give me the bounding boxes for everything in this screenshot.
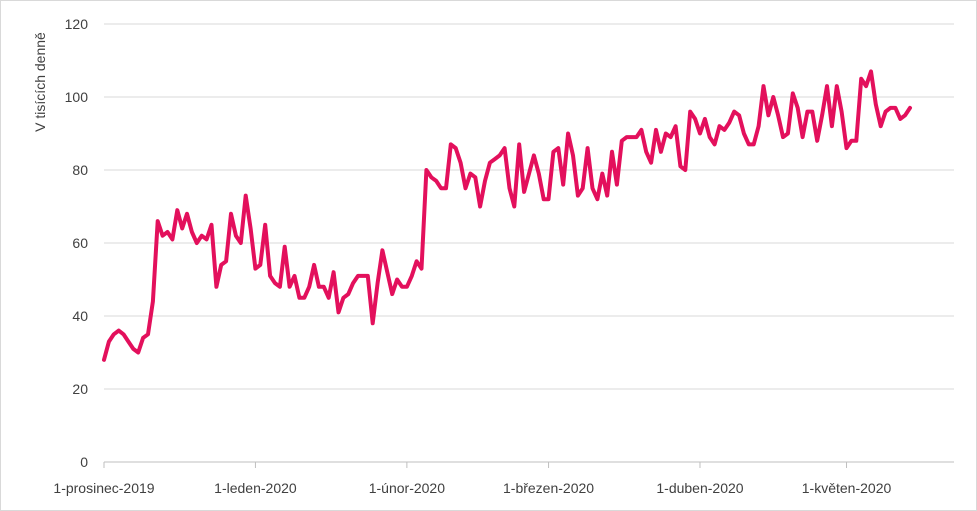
x-tick-label: 1-prosinec-2019 — [53, 480, 154, 496]
x-axis-tick-labels: 1-prosinec-2019 1-leden-2020 1-únor-2020 1-… — [53, 480, 891, 496]
y-tick-label: 20 — [72, 381, 88, 397]
x-tick-label: 1-leden-2020 — [214, 480, 297, 496]
x-tick-label: 1-duben-2020 — [656, 480, 743, 496]
y-tick-label: 0 — [80, 454, 88, 470]
x-tick-label: 1-květen-2020 — [802, 480, 892, 496]
y-tick-label: 80 — [72, 162, 88, 178]
series-line-0 — [102, 69, 912, 362]
y-tick-label: 60 — [72, 235, 88, 251]
series-layer — [102, 69, 912, 362]
y-axis-tick-labels: 0 20 40 60 80 100 120 — [65, 16, 89, 470]
x-tick-label: 1-únor-2020 — [369, 480, 445, 496]
x-tick-label: 1-březen-2020 — [503, 480, 594, 496]
gridlines — [104, 23, 954, 390]
y-tick-label: 40 — [72, 308, 88, 324]
x-axis-ticks — [103, 462, 848, 468]
y-tick-label: 120 — [65, 16, 89, 32]
y-tick-label: 100 — [65, 89, 89, 105]
y-axis-title: V tisících denně — [32, 32, 48, 132]
